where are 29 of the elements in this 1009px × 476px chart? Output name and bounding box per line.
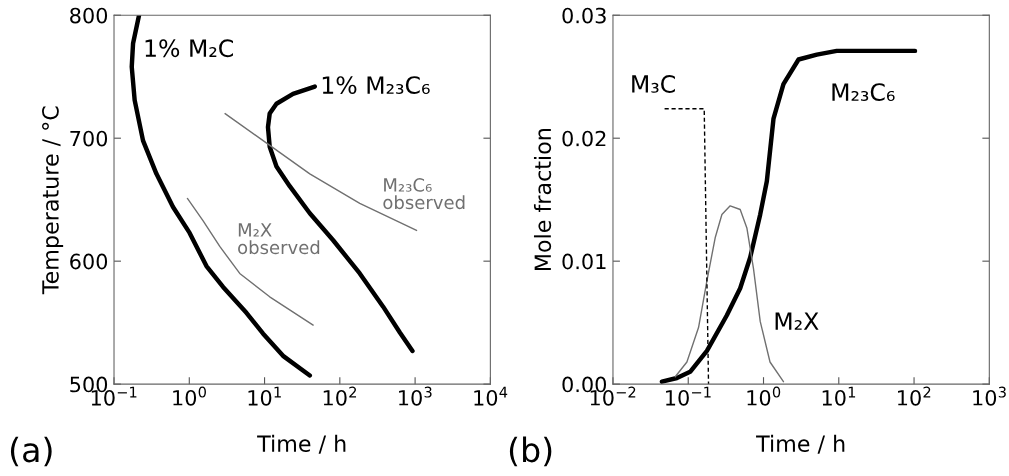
y-tick-label: 800 [70, 7, 108, 24]
annotation: M₂X [775, 312, 819, 330]
annotation: M₃C [632, 75, 675, 93]
y-axis-title: Mole fraction [533, 129, 552, 271]
y-tick-label: 700 [70, 130, 108, 147]
x-tick-label: 10$^{1}$ [822, 386, 856, 406]
y-tick-label: 0.03 [562, 7, 606, 24]
x-tick-label: 10$^{3}$ [399, 386, 432, 406]
x-axis-title: Time / h [257, 434, 346, 454]
y-tick-label: 0.02 [562, 130, 606, 147]
annotation: 1% M₂₃C₆ [322, 76, 430, 95]
x-axis-title: Time / h [756, 434, 845, 454]
text: (a) [10, 436, 52, 467]
annotation: M₂X observed [238, 223, 320, 255]
x-tick-label: 10$^{3}$ [973, 386, 1006, 406]
x-tick-label: 10$^{2}$ [898, 386, 931, 406]
annotation: M₂₃C₆ [832, 83, 895, 102]
text: (b) [509, 436, 552, 467]
y-tick-label: 0.01 [562, 253, 606, 270]
x-tick-label: 10$^{0}$ [747, 386, 781, 406]
x-tick-label: 10$^{1}$ [248, 386, 281, 406]
x-tick-label: 10$^{−1}$ [666, 386, 711, 406]
x-tick-label: 10$^{0}$ [173, 386, 206, 406]
annotation: 1% M₂C [145, 39, 233, 58]
x-tick-label: 10$^{4}$ [474, 386, 508, 406]
x-tick-label: 10$^{2}$ [323, 386, 357, 406]
annotation: M₂₃C₆ observed [383, 178, 465, 210]
y-axis-title: Temperature / °C [42, 106, 64, 295]
y-tick-label: 600 [70, 253, 108, 270]
